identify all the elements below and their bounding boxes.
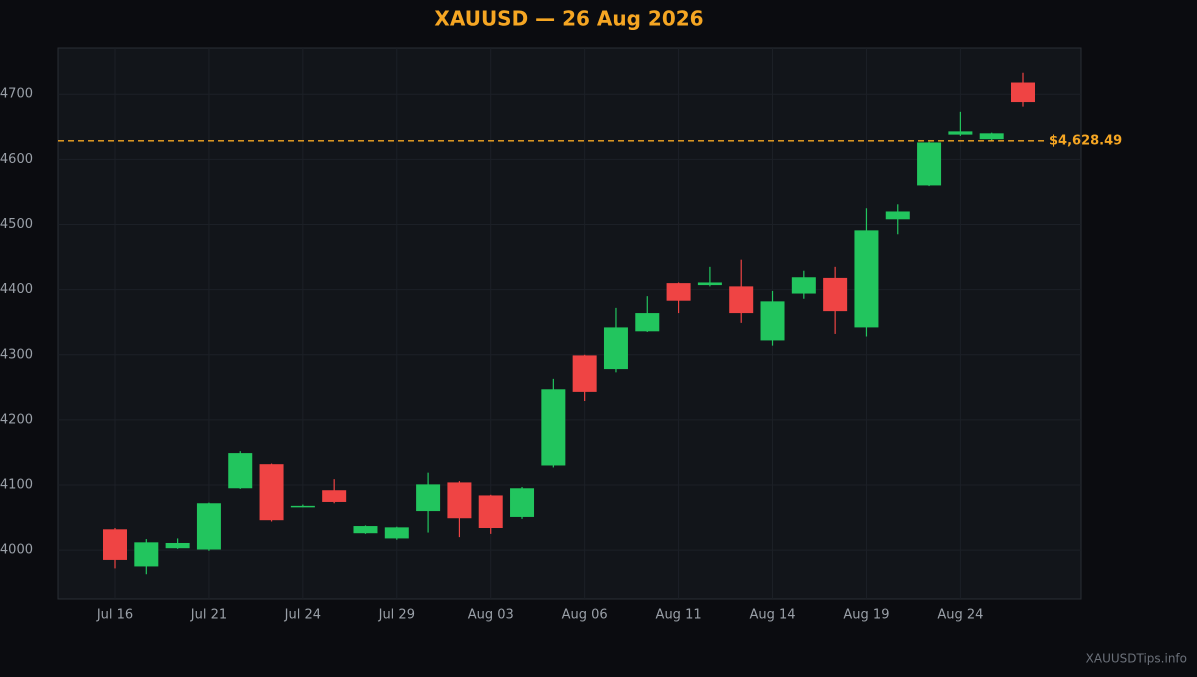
candle-body [791,277,816,294]
x-tick-label: Aug 14 [749,608,795,623]
candle-body [259,464,284,521]
candle-body [635,313,660,332]
candle-body [729,286,754,314]
candle-body [541,389,566,466]
chart-title: XAUUSD — 26 Aug 2026 [434,7,703,31]
y-tick-label: 4200 [0,412,33,427]
x-tick-label: Aug 24 [937,608,983,623]
candle-body [290,505,315,508]
candle-body [697,282,722,286]
candle-body [917,142,942,186]
candle-body [353,526,378,534]
candle-body [979,133,1004,140]
candle-body [510,488,535,517]
candle-body [885,211,910,220]
x-tick-label: Jul 16 [96,608,133,623]
candle-body [228,453,253,489]
x-tick-label: Jul 24 [284,608,321,623]
y-tick-label: 4100 [0,478,33,493]
y-tick-label: 4500 [0,217,33,232]
x-tick-label: Aug 19 [843,608,889,623]
candle-body [416,484,441,512]
x-tick-label: Jul 21 [190,608,227,623]
candle-body [478,495,503,529]
candle-body [603,327,628,370]
candle-body [447,482,472,519]
x-tick-label: Aug 03 [468,608,514,623]
current-price-label: $4,628.49 [1049,133,1122,148]
candle-body [823,277,848,312]
candle-body [760,301,785,341]
candle-body [322,490,347,502]
candle-body [948,131,973,135]
x-tick-label: Jul 29 [378,608,415,623]
x-tick-label: Aug 11 [656,608,702,623]
candle-body [854,230,879,328]
candle-body [165,542,190,549]
candle-body [103,529,127,560]
x-tick-label: Aug 06 [562,608,608,623]
y-tick-label: 4300 [0,347,33,362]
candle-body [572,355,597,392]
candle-body [384,527,409,539]
y-tick-label: 4000 [0,543,33,558]
candle-body [134,542,159,567]
watermark: XAUUSDTips.info [1086,652,1187,666]
y-tick-label: 4700 [0,87,33,102]
candle-body [196,503,221,550]
y-tick-label: 4600 [0,152,33,167]
candle-body [666,283,691,301]
y-tick-label: 4400 [0,282,33,297]
candle-body [1011,82,1035,103]
plot-area [57,47,1082,600]
